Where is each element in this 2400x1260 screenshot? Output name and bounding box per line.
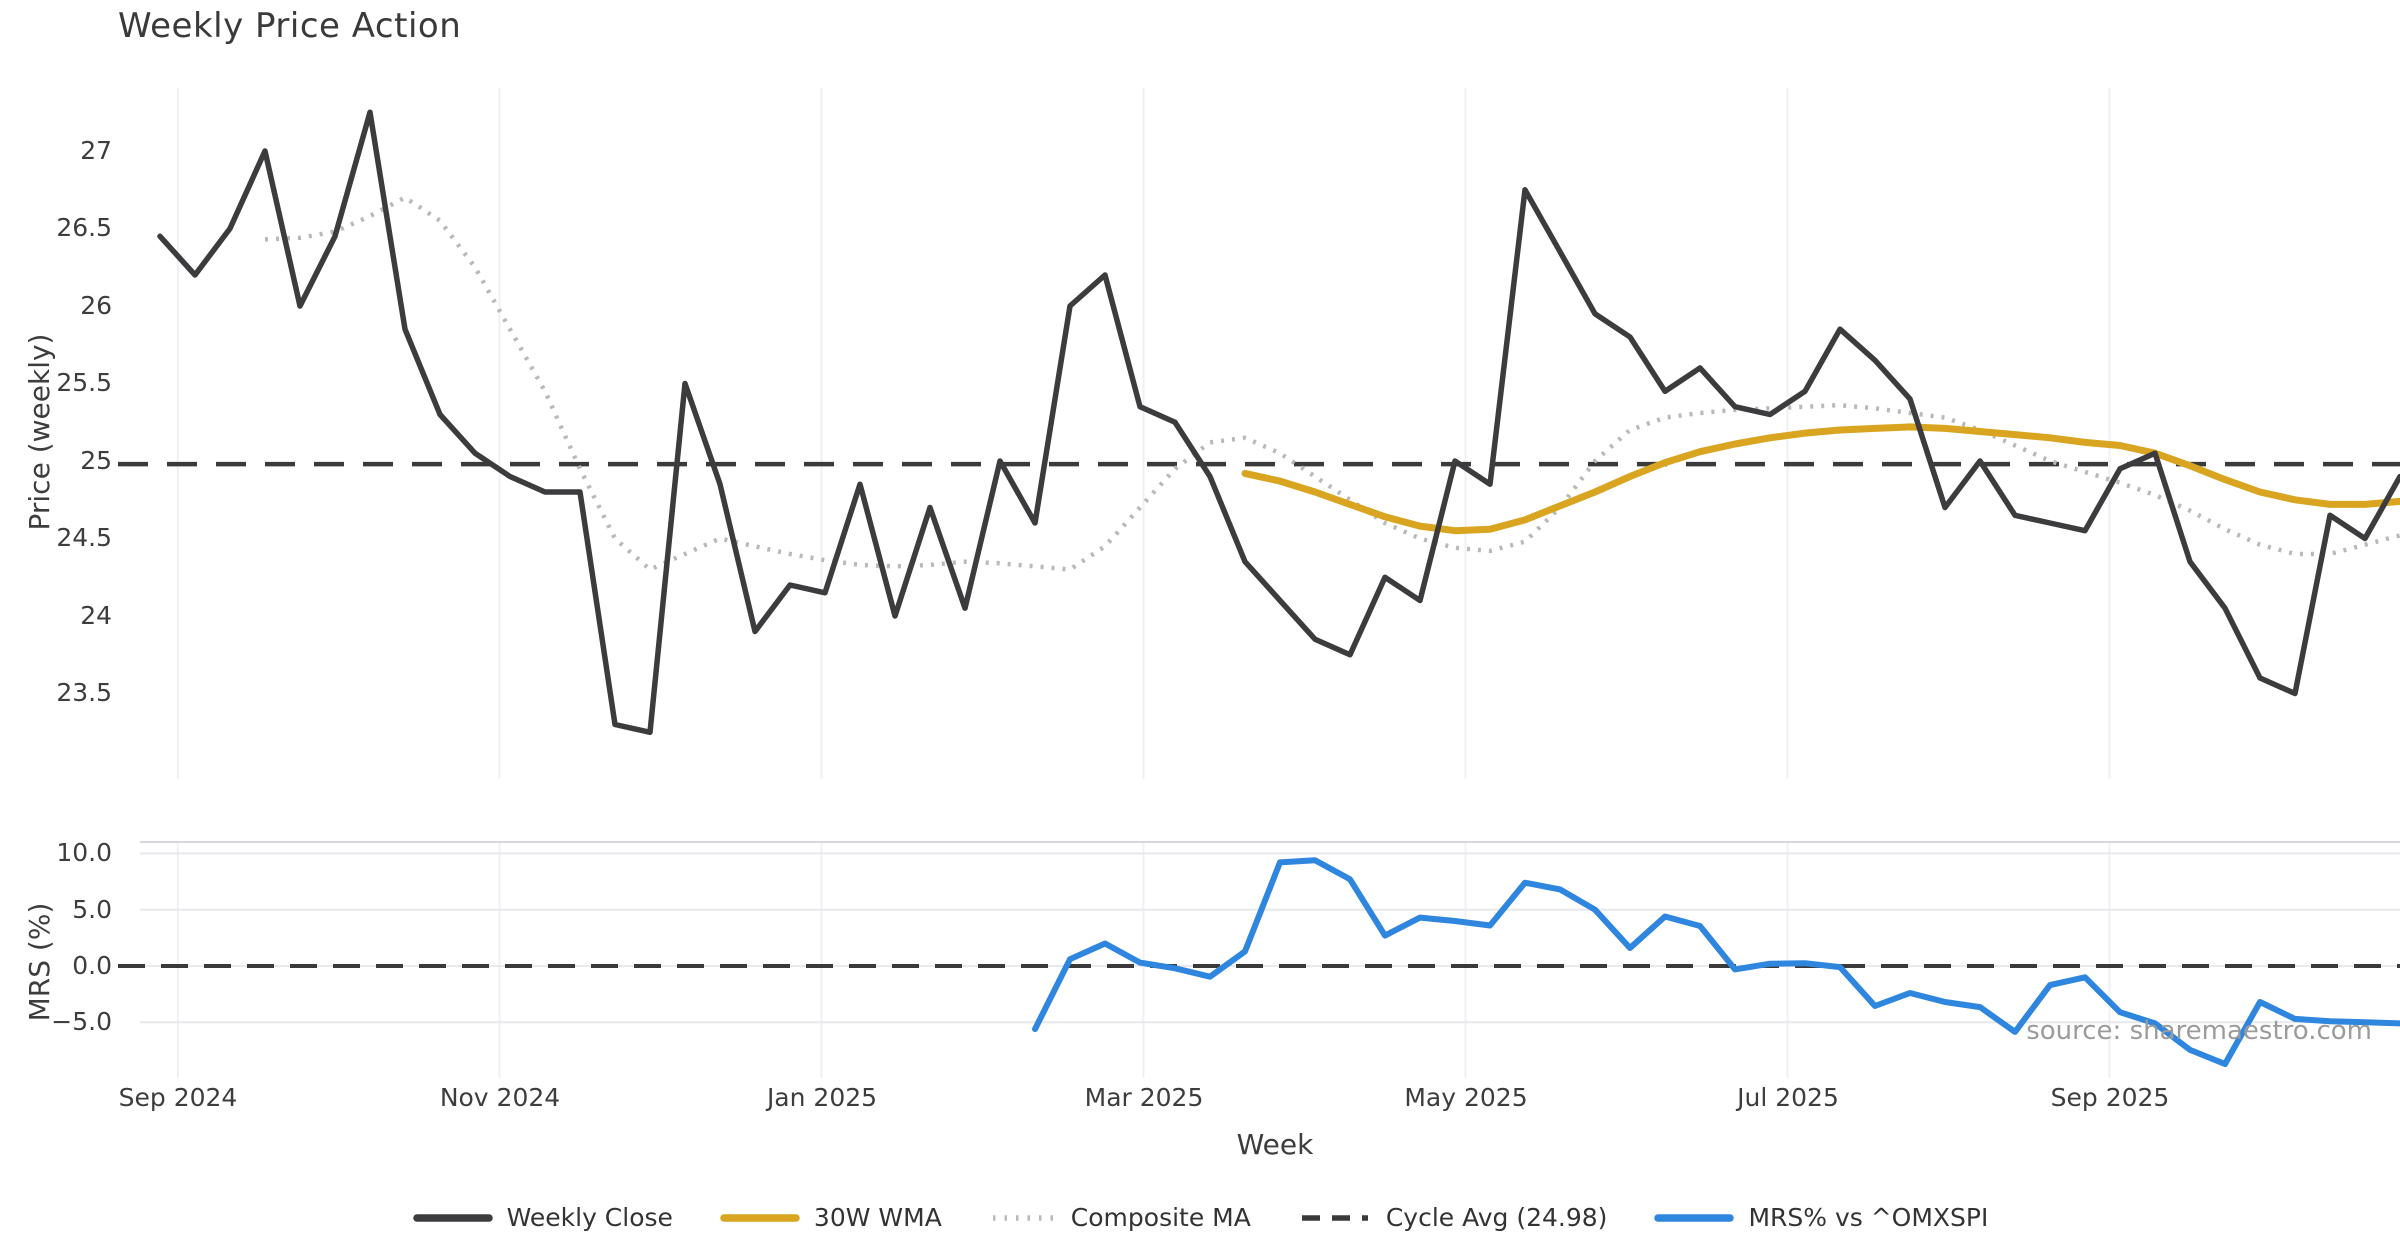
legend-item-composite-ma: Composite MA	[988, 1203, 1251, 1232]
price-ytick-26-5: 26.5	[56, 213, 112, 242]
price-ytick-26: 26	[80, 291, 112, 320]
mrs-ytick-5: 5.0	[72, 895, 112, 924]
mrs-axis-label: MRS (%)	[23, 902, 56, 1022]
xtick-sep-2024: Sep 2024	[118, 1083, 238, 1112]
legend-label-mrs: MRS% vs ^OMXSPI	[1748, 1203, 1989, 1232]
legend-item-mrs: MRS% vs ^OMXSPI	[1653, 1203, 1988, 1232]
xtick-sep-2025: Sep 2025	[2050, 1083, 2170, 1112]
xtick-mar-2025: Mar 2025	[1084, 1083, 1204, 1112]
xtick-nov-2024: Nov 2024	[439, 1083, 561, 1112]
xtick-jul-2025: Jul 2025	[1737, 1083, 1839, 1112]
legend-label-weekly-close: Weekly Close	[506, 1203, 673, 1232]
wma-swatch-icon	[720, 1213, 800, 1222]
weekly-close-line	[157, 109, 2400, 736]
gridlines-layer	[140, 88, 2400, 1078]
mrs-swatch-icon	[1654, 1213, 1735, 1222]
week-axis-label: Week	[1236, 1128, 1314, 1161]
composite-ma-line	[264, 194, 2400, 573]
legend-label-30w-wma: 30W WMA	[813, 1203, 942, 1232]
weekly-close-swatch-icon	[412, 1213, 493, 1222]
wma-30w-line	[1241, 423, 2400, 535]
mrs-ytick-neg5: −5.0	[51, 1007, 112, 1036]
price-ytick-24-5: 24.5	[56, 523, 112, 552]
legend-item-cycle-avg: Cycle Avg (24.98)	[1297, 1203, 1608, 1232]
legend-item-weekly-close: Weekly Close	[412, 1203, 673, 1232]
price-ytick-24: 24	[80, 601, 112, 630]
price-ytick-23-5: 23.5	[56, 678, 112, 707]
mrs-ytick-0: 0.0	[72, 951, 112, 980]
composite-ma-swatch-icon	[992, 1214, 1053, 1221]
xtick-may-2025: May 2025	[1404, 1083, 1528, 1112]
price-ytick-27: 27	[80, 136, 112, 165]
legend-label-cycle-avg: Cycle Avg (24.98)	[1385, 1203, 1608, 1232]
price-ytick-25: 25	[80, 446, 112, 475]
legend: Weekly Close 30W WMA Composite MA Cycle …	[0, 1203, 2400, 1232]
mrs-line	[1032, 857, 2400, 1067]
legend-item-30w-wma: 30W WMA	[719, 1203, 942, 1232]
xtick-jan-2025: Jan 2025	[766, 1083, 878, 1112]
legend-label-composite-ma: Composite MA	[1070, 1203, 1251, 1232]
mrs-ytick-10: 10.0	[56, 838, 112, 867]
chart-title: Weekly Price Action	[118, 6, 462, 46]
price-axis-label: Price (weekly)	[23, 333, 56, 531]
source-note: source: sharemaestro.com	[2026, 1016, 2372, 1046]
price-ytick-25-5: 25.5	[56, 368, 112, 397]
cycle-avg-swatch-icon	[1301, 1214, 1368, 1221]
